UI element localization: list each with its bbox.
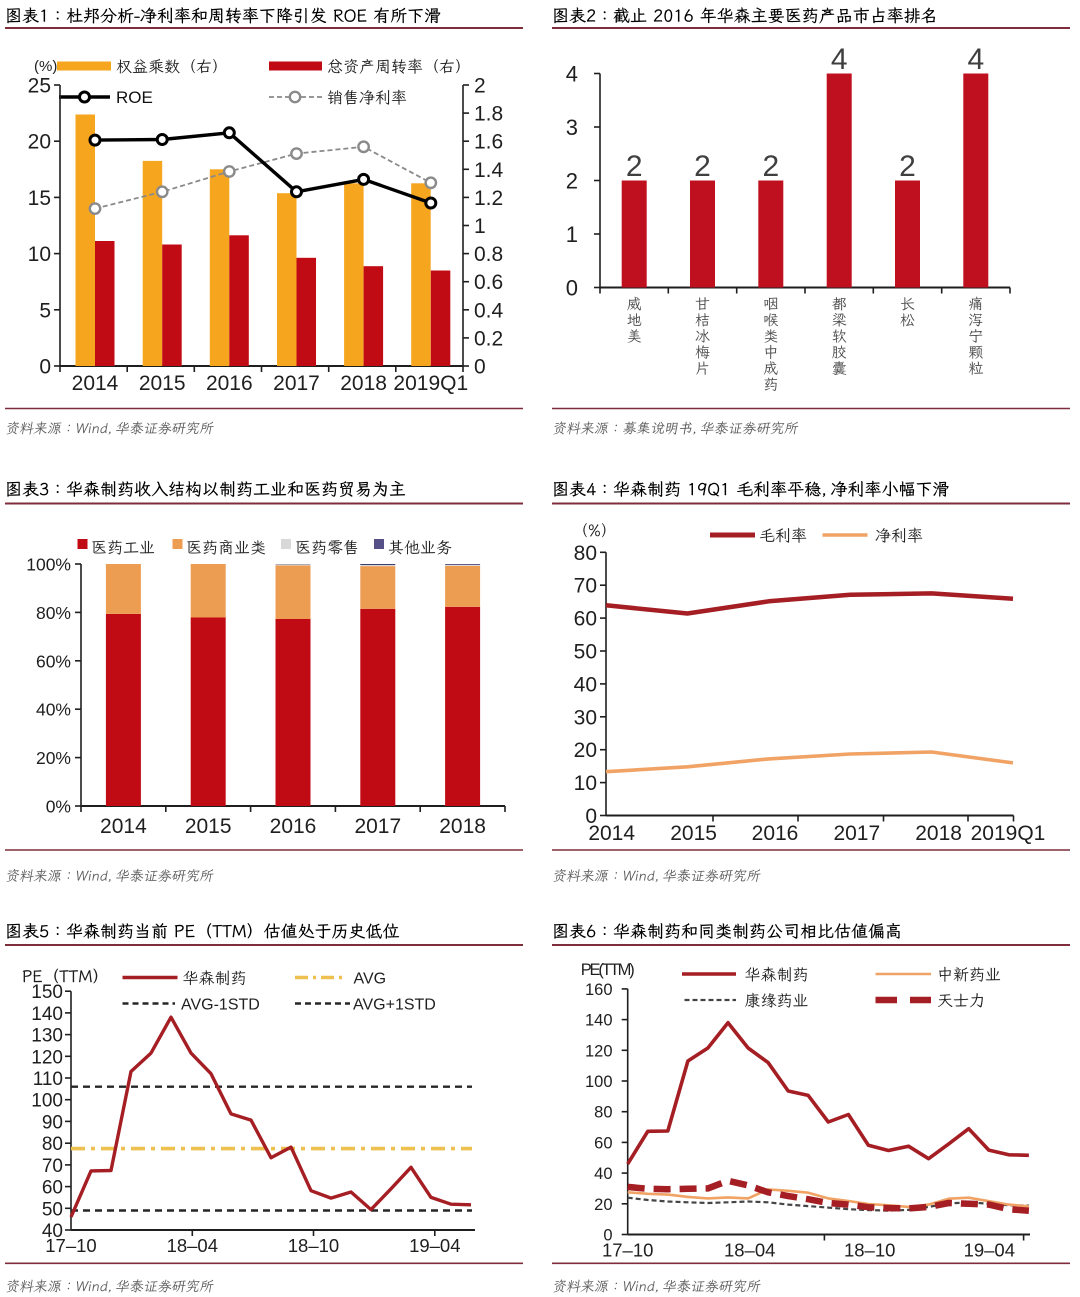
svg-text:18–10: 18–10 (844, 1240, 895, 1261)
svg-text:70: 70 (574, 575, 597, 598)
svg-text:0.6: 0.6 (474, 271, 503, 294)
svg-text:0: 0 (585, 805, 597, 828)
svg-text:140: 140 (585, 1012, 613, 1030)
svg-text:0.4: 0.4 (474, 299, 504, 322)
svg-text:20%: 20% (36, 748, 71, 768)
svg-text:2017: 2017 (273, 372, 320, 395)
svg-text:15: 15 (28, 187, 51, 210)
svg-text:110: 110 (33, 1069, 63, 1090)
svg-text:150: 150 (31, 982, 63, 1003)
svg-text:2018: 2018 (915, 822, 962, 845)
svg-text:60%: 60% (36, 651, 71, 671)
svg-text:ROE: ROE (116, 88, 153, 107)
svg-text:90: 90 (42, 1112, 63, 1133)
svg-text:60: 60 (574, 608, 597, 631)
svg-text:100: 100 (31, 1091, 63, 1112)
svg-text:19–04: 19–04 (964, 1240, 1015, 1261)
svg-text:0.8: 0.8 (474, 243, 503, 266)
svg-text:2018: 2018 (439, 815, 486, 838)
svg-text:2019Q1: 2019Q1 (393, 372, 468, 395)
svg-text:18–10: 18–10 (288, 1235, 339, 1256)
svg-text:40%: 40% (36, 700, 71, 720)
svg-text:20: 20 (28, 131, 51, 154)
svg-text:10: 10 (574, 772, 597, 795)
svg-text:(%): (%) (34, 58, 57, 75)
svg-text:2019Q1: 2019Q1 (971, 822, 1046, 845)
svg-text:1.2: 1.2 (474, 187, 503, 210)
svg-text:50: 50 (574, 641, 597, 664)
svg-text:AVG+1STD: AVG+1STD (353, 997, 436, 1014)
svg-text:2014: 2014 (72, 372, 119, 395)
svg-text:2016: 2016 (270, 815, 317, 838)
svg-text:2018: 2018 (340, 372, 387, 395)
svg-text:70: 70 (42, 1156, 63, 1177)
svg-text:4: 4 (566, 62, 578, 87)
svg-text:PE(TTM): PE(TTM) (581, 961, 635, 979)
svg-text:17–10: 17–10 (45, 1235, 96, 1256)
svg-text:AVG: AVG (354, 971, 387, 988)
svg-text:25: 25 (28, 75, 51, 98)
svg-text:2: 2 (899, 150, 916, 183)
svg-text:2017: 2017 (354, 815, 401, 838)
svg-text:80%: 80% (36, 603, 71, 623)
svg-text:18–04: 18–04 (167, 1235, 218, 1256)
svg-text:0: 0 (474, 356, 486, 379)
svg-text:0: 0 (603, 1227, 612, 1245)
svg-text:120: 120 (585, 1042, 613, 1060)
svg-text:4: 4 (967, 43, 984, 76)
svg-text:1.4: 1.4 (474, 159, 504, 182)
svg-text:60: 60 (42, 1178, 63, 1199)
svg-text:2015: 2015 (139, 372, 186, 395)
svg-text:2014: 2014 (100, 815, 147, 838)
svg-text:2: 2 (694, 150, 711, 183)
svg-text:2017: 2017 (833, 822, 880, 845)
svg-text:1.6: 1.6 (474, 131, 503, 154)
svg-text:5: 5 (39, 299, 51, 322)
svg-text:40: 40 (574, 673, 597, 696)
svg-text:19–04: 19–04 (409, 1235, 460, 1256)
svg-text:80: 80 (574, 542, 597, 565)
svg-text:100: 100 (585, 1073, 613, 1091)
svg-text:40: 40 (594, 1165, 612, 1183)
svg-text:2015: 2015 (670, 822, 717, 845)
svg-text:80: 80 (594, 1104, 612, 1122)
svg-text:100%: 100% (26, 555, 71, 575)
svg-text:2: 2 (626, 150, 643, 183)
svg-text:17–10: 17–10 (602, 1240, 653, 1261)
svg-text:1.8: 1.8 (474, 103, 503, 126)
svg-text:18–04: 18–04 (724, 1240, 775, 1261)
svg-text:2016: 2016 (752, 822, 799, 845)
svg-text:130: 130 (31, 1026, 63, 1047)
svg-text:10: 10 (28, 243, 51, 266)
svg-text:2016: 2016 (206, 372, 253, 395)
svg-text:20: 20 (594, 1196, 612, 1214)
svg-text:2015: 2015 (185, 815, 232, 838)
svg-text:50: 50 (42, 1199, 63, 1220)
svg-text:60: 60 (594, 1134, 612, 1152)
svg-text:3: 3 (566, 115, 578, 140)
svg-text:80: 80 (42, 1134, 63, 1155)
svg-text:0: 0 (566, 276, 578, 301)
svg-text:AVG-1STD: AVG-1STD (181, 997, 260, 1014)
svg-text:140: 140 (31, 1004, 63, 1025)
svg-text:1: 1 (474, 215, 486, 238)
svg-text:4: 4 (831, 43, 848, 76)
svg-text:0%: 0% (46, 797, 71, 817)
svg-text:2: 2 (566, 169, 578, 194)
svg-text:2: 2 (762, 150, 779, 183)
svg-text:2: 2 (474, 75, 486, 98)
svg-text:0: 0 (39, 356, 51, 379)
svg-text:120: 120 (31, 1047, 63, 1068)
svg-text:0.2: 0.2 (474, 327, 503, 350)
svg-text:20: 20 (574, 739, 597, 762)
svg-text:160: 160 (585, 981, 613, 999)
svg-text:40: 40 (42, 1221, 63, 1242)
svg-text:1: 1 (566, 222, 578, 247)
svg-text:30: 30 (574, 706, 597, 729)
svg-text:2014: 2014 (588, 822, 635, 845)
